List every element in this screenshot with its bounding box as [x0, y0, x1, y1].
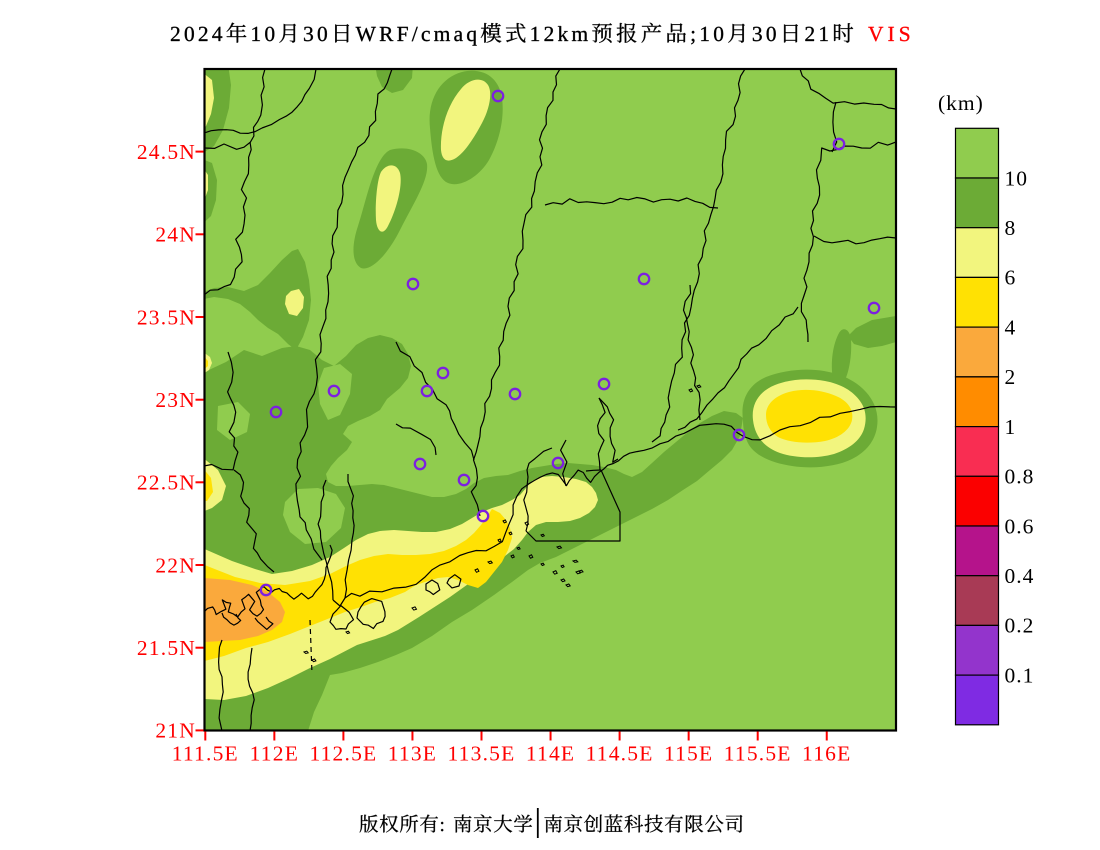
svg-text:0.6: 0.6 — [1005, 514, 1035, 538]
svg-text:10: 10 — [1005, 166, 1029, 190]
svg-text:23N: 23N — [155, 388, 196, 412]
svg-text:8: 8 — [1005, 216, 1017, 240]
svg-text:0.4: 0.4 — [1005, 564, 1035, 588]
svg-text:0.2: 0.2 — [1005, 614, 1035, 638]
svg-text:112.5E: 112.5E — [309, 742, 377, 766]
svg-text:6: 6 — [1005, 266, 1017, 290]
svg-text:115.5E: 115.5E — [724, 742, 792, 766]
svg-text:23.5N: 23.5N — [137, 305, 196, 329]
svg-text:22.5N: 22.5N — [137, 471, 196, 495]
svg-text:114E: 114E — [526, 742, 575, 766]
svg-text:21N: 21N — [155, 719, 196, 743]
svg-text:112E: 112E — [250, 742, 299, 766]
svg-text:21.5N: 21.5N — [137, 636, 196, 660]
svg-text:113E: 113E — [388, 742, 437, 766]
svg-text:113.5E: 113.5E — [448, 742, 516, 766]
svg-text:115E: 115E — [664, 742, 713, 766]
svg-text:114.5E: 114.5E — [586, 742, 654, 766]
svg-text:24.5N: 24.5N — [137, 140, 196, 164]
svg-text:(km): (km) — [938, 91, 984, 115]
svg-text:4: 4 — [1005, 315, 1017, 339]
svg-text:116E: 116E — [802, 742, 851, 766]
svg-text:0.1: 0.1 — [1005, 663, 1035, 687]
svg-text:111.5E: 111.5E — [172, 742, 239, 766]
svg-text:24N: 24N — [155, 223, 196, 247]
svg-text:1: 1 — [1005, 415, 1017, 439]
svg-text:22N: 22N — [155, 553, 196, 577]
svg-text:0.8: 0.8 — [1005, 465, 1035, 489]
svg-text:2: 2 — [1005, 365, 1017, 389]
